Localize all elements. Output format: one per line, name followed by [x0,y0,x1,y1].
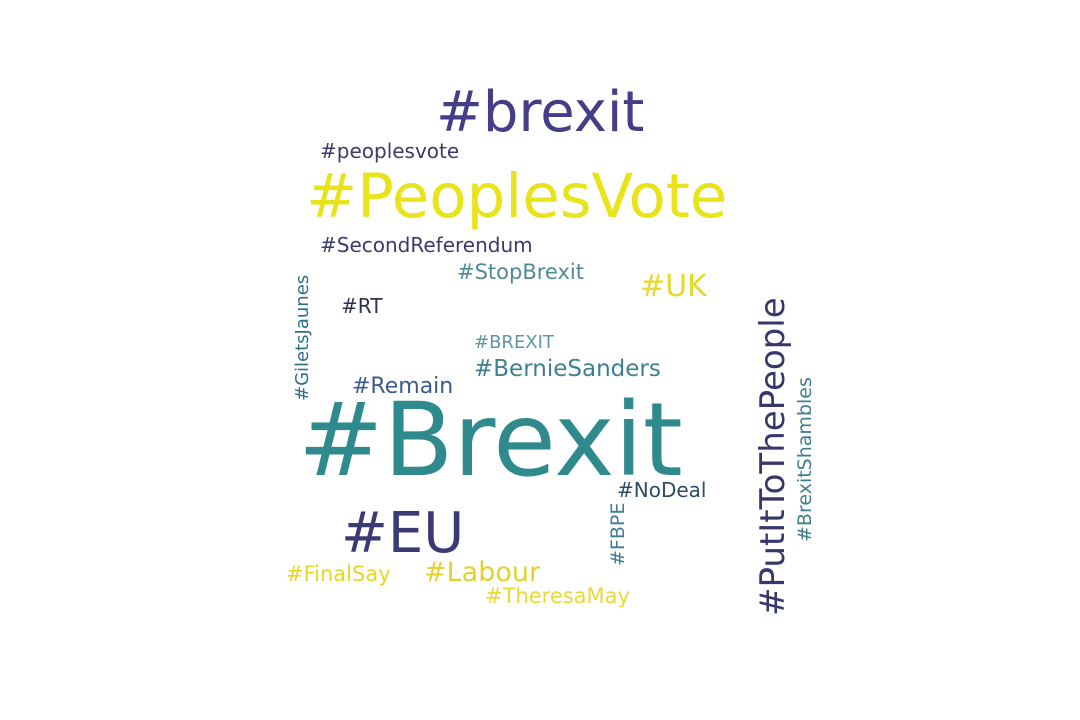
word-peoplesvote: #PeoplesVote [306,161,728,232]
word-secondreferendum: #SecondReferendum [320,233,533,257]
word-brexit: #Brexit [298,381,683,500]
word-brexitshambles: #BrexitShambles [794,377,816,542]
word-stopbrexit: #StopBrexit [457,260,584,284]
word-fbpe: #FBPE [607,502,629,566]
word-eu: #EU [341,501,465,566]
word-labour: #Labour [424,557,541,588]
word-putittothepeople: #PutItToThePeople [753,297,793,616]
word-berniesanders: #BernieSanders [474,356,661,382]
word-uk: #UK [640,269,707,304]
word-nodeal: #NoDeal [617,478,707,502]
word-brexit-lowercase: #brexit [436,80,645,145]
word-theresamay: #TheresaMay [485,584,630,608]
word-rt: #RT [341,294,383,318]
word-finalsay: #FinalSay [286,562,391,586]
word-remain: #Remain [352,374,454,399]
word-brexit-uppercase: #BREXIT [474,332,554,353]
word-peoplesvote-lowercase: #peoplesvote [320,139,460,163]
word-giletsjaunes: #GiletsJaunes [292,274,313,401]
